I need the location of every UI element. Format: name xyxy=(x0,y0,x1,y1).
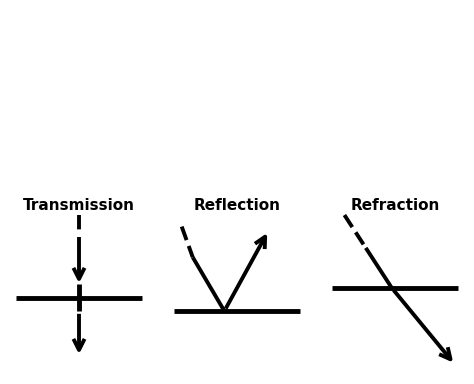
Text: Reflection: Reflection xyxy=(193,198,281,213)
Text: Transmission: Transmission xyxy=(23,198,135,213)
Text: Refraction: Refraction xyxy=(350,198,440,213)
